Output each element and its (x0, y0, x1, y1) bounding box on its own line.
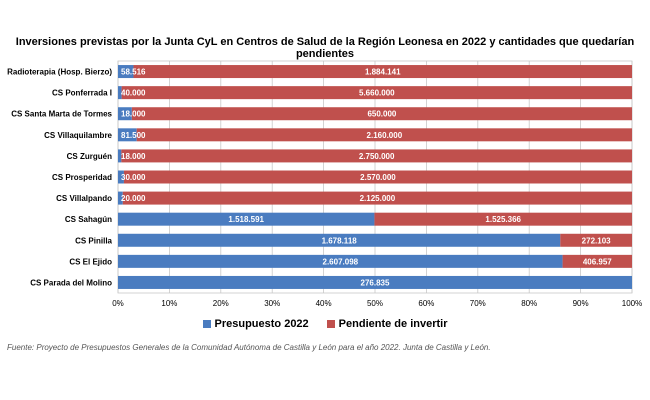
bar-presupuesto (118, 149, 122, 163)
x-tick-label: 80% (521, 299, 537, 308)
legend-item-presupuesto: Presupuesto 2022 (202, 318, 309, 330)
bar-pendiente (121, 149, 633, 163)
bar-pendiente (121, 86, 632, 100)
legend-swatch-presupuesto (202, 320, 211, 328)
data-label-pendiente: 406.957 (583, 257, 612, 266)
data-label-pendiente: 5.660.000 (359, 89, 395, 98)
data-label-presupuesto: 18.000 (121, 152, 146, 161)
bar-pendiente (374, 212, 632, 226)
x-tick-label: 50% (367, 299, 383, 308)
data-label-presupuesto: 58.516 (121, 68, 146, 77)
data-label-presupuesto: 2.607.098 (323, 257, 359, 266)
data-label-pendiente: 1.884.141 (365, 68, 401, 77)
category-label: CS Pinilla (75, 236, 112, 245)
data-label-presupuesto: 276.835 (361, 278, 390, 287)
category-label: CS Santa Marta de Tormes (11, 110, 112, 119)
bar-pendiente (131, 107, 633, 121)
data-label-presupuesto: 20.000 (121, 194, 146, 203)
x-tick-label: 40% (316, 299, 332, 308)
bar-presupuesto (118, 233, 561, 247)
category-label: CS Villaquilambre (44, 131, 112, 140)
bar-pendiente (133, 65, 632, 79)
bar-presupuesto (118, 86, 122, 100)
category-label: CS Prosperidad (52, 173, 112, 182)
bar-presupuesto (118, 128, 137, 142)
legend-label-presupuesto: Presupuesto 2022 (214, 318, 309, 330)
category-label: CS Sahagún (65, 215, 112, 224)
category-label: CS Parada del Molino (30, 278, 112, 287)
bar-pendiente (560, 233, 632, 247)
legend-item-pendiente: Pendiente de invertir (326, 318, 448, 330)
data-label-pendiente: 2.570.000 (360, 173, 396, 182)
bar-presupuesto (118, 65, 134, 79)
bar-presupuesto (118, 170, 124, 184)
bar-presupuesto (118, 212, 375, 226)
bar-pendiente (136, 128, 632, 142)
data-label-pendiente: 2.160.000 (367, 131, 403, 140)
category-label: CS Ponferrada I (52, 89, 112, 98)
data-label-presupuesto: 1.518.591 (228, 215, 264, 224)
data-label-presupuesto: 30.000 (121, 173, 146, 182)
data-label-presupuesto: 1.678.118 (322, 236, 358, 245)
data-label-pendiente: 2.125.000 (360, 194, 396, 203)
data-label-pendiente: 1.525.366 (485, 215, 521, 224)
category-label: CS Zurguén (67, 152, 112, 161)
chart-legend: Presupuesto 2022 Pendiente de invertir (0, 318, 650, 330)
x-tick-label: 90% (573, 299, 589, 308)
x-tick-label: 30% (264, 299, 280, 308)
x-tick-label: 70% (470, 299, 486, 308)
x-tick-label: 0% (112, 299, 124, 308)
bar-pendiente (562, 254, 632, 268)
x-tick-label: 100% (622, 299, 642, 308)
category-label: CS Villalpando (56, 194, 112, 203)
category-label: CS El Ejido (69, 257, 112, 266)
data-label-presupuesto: 40.000 (121, 89, 146, 98)
category-label: Radioterapia (Hosp. Bierzo) (7, 68, 112, 77)
source-note: Fuente: Proyecto de Presupuestos General… (7, 343, 491, 352)
x-tick-label: 10% (161, 299, 177, 308)
x-tick-label: 20% (213, 299, 229, 308)
legend-label-pendiente: Pendiente de invertir (338, 318, 448, 330)
bar-pendiente (122, 191, 632, 205)
data-label-pendiente: 272.103 (582, 236, 611, 245)
bar-presupuesto (118, 254, 563, 268)
chart-title: Inversiones previstas por la Junta CyL e… (15, 36, 635, 60)
data-label-pendiente: 2.750.000 (359, 152, 395, 161)
x-tick-label: 60% (418, 299, 434, 308)
data-label-presupuesto: 18.000 (121, 110, 146, 119)
bar-presupuesto (118, 191, 123, 205)
bar-presupuesto (118, 107, 132, 121)
bar-pendiente (123, 170, 632, 184)
legend-swatch-pendiente (326, 320, 335, 328)
data-label-pendiente: 650.000 (367, 110, 396, 119)
data-label-presupuesto: 81.500 (121, 131, 146, 140)
bar-presupuesto (118, 275, 632, 289)
